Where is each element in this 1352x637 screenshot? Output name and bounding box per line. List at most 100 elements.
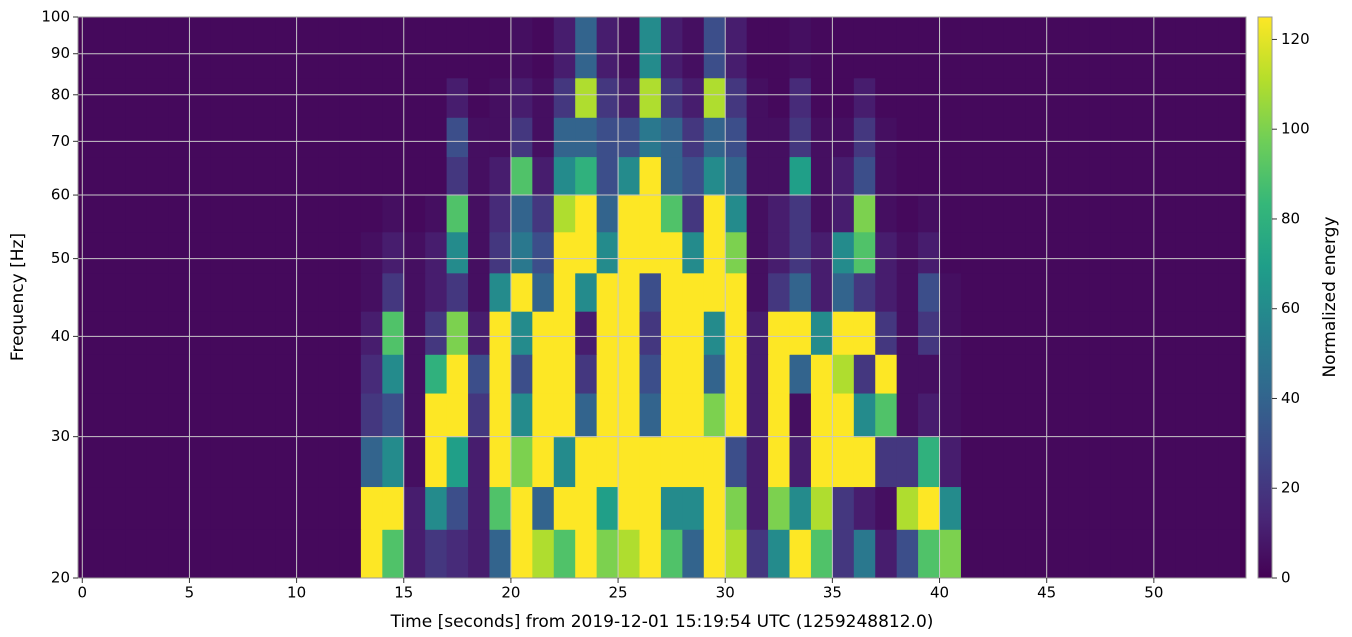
heatmap-cell (596, 436, 619, 488)
heatmap-cell (875, 354, 898, 394)
heatmap-cell (318, 17, 340, 79)
heatmap-cell (682, 117, 705, 158)
colorbar-tick-label: 60 (1281, 299, 1300, 317)
heatmap-cell (1218, 393, 1241, 438)
x-tick-label: 35 (823, 584, 842, 602)
heatmap-cell (296, 77, 319, 118)
heatmap-cell (103, 393, 126, 438)
heatmap-cell (360, 231, 383, 274)
heatmap-cell (210, 195, 233, 233)
heatmap-cell (468, 77, 490, 118)
heatmap-cell (853, 311, 876, 355)
heatmap-cell (1089, 486, 1112, 530)
heatmap-cell (960, 117, 983, 158)
heatmap-cell (768, 156, 791, 196)
heatmap-cell (1110, 393, 1133, 438)
heatmap-cell (810, 77, 833, 118)
heatmap-cell (446, 486, 469, 530)
heatmap-cell (703, 529, 726, 579)
heatmap-cell (168, 311, 190, 355)
heatmap (78, 17, 1246, 579)
heatmap-cell (146, 195, 169, 233)
colorbar-tick-label: 120 (1281, 30, 1310, 48)
heatmap-cell (446, 272, 469, 312)
y-axis-label: Frequency [Hz] (8, 233, 28, 361)
heatmap-cell (832, 195, 855, 233)
heatmap-cell (296, 17, 319, 79)
heatmap-cell (553, 393, 576, 438)
heatmap-cell (168, 486, 190, 530)
heatmap-cell (1175, 77, 1198, 118)
heatmap-cell (296, 529, 319, 579)
heatmap-cell (639, 354, 662, 394)
heatmap-cell (918, 311, 941, 355)
heatmap-cell (360, 486, 383, 530)
heatmap-cell (403, 393, 426, 438)
heatmap-cell (489, 77, 512, 118)
heatmap-cell (403, 486, 426, 530)
heatmap-cell (768, 529, 791, 579)
heatmap-cell (639, 486, 662, 530)
heatmap-cell (596, 272, 619, 312)
heatmap-cell (1175, 156, 1198, 196)
heatmap-cell (746, 231, 769, 274)
heatmap-cell (296, 231, 319, 274)
heatmap-cell (146, 393, 169, 438)
heatmap-cell (639, 272, 662, 312)
heatmap-cell (275, 272, 298, 312)
heatmap-cell (789, 529, 812, 579)
heatmap-cell (1153, 436, 1176, 488)
heatmap-cell (618, 77, 640, 118)
x-tick-label: 5 (185, 584, 195, 602)
heatmap-cell (168, 17, 190, 79)
heatmap-cell (382, 354, 405, 394)
heatmap-cell (575, 436, 598, 488)
heatmap-cell (210, 231, 233, 274)
y-tick-label: 20 (51, 569, 70, 587)
heatmap-cell (725, 272, 748, 312)
heatmap-cell (639, 393, 662, 438)
heatmap-cell (618, 17, 640, 79)
heatmap-cell (1046, 17, 1069, 79)
heatmap-cell (382, 486, 405, 530)
heatmap-cell (918, 354, 941, 394)
colorbar-tick-label: 80 (1281, 209, 1300, 227)
heatmap-cell (703, 393, 726, 438)
heatmap-cell (639, 195, 662, 233)
heatmap-cell (318, 195, 340, 233)
heatmap-cell (896, 17, 919, 79)
heatmap-cell (875, 436, 898, 488)
heatmap-cell (146, 17, 169, 79)
heatmap-cell (768, 354, 791, 394)
heatmap-cell (1218, 272, 1241, 312)
heatmap-cell (810, 354, 833, 394)
heatmap-cell (360, 272, 383, 312)
heatmap-cell (532, 117, 555, 158)
heatmap-cell (618, 156, 640, 196)
heatmap-cell (1110, 77, 1133, 118)
heatmap-cell (1196, 231, 1219, 274)
heatmap-cell (82, 354, 105, 394)
heatmap-cell (232, 311, 255, 355)
heatmap-cell (982, 354, 1005, 394)
colorbar-tick-label: 100 (1281, 120, 1310, 138)
heatmap-cell (1110, 354, 1133, 394)
heatmap-cell (768, 195, 791, 233)
heatmap-cell (1003, 231, 1026, 274)
heatmap-cell (1218, 436, 1241, 488)
heatmap-cell (1003, 354, 1026, 394)
heatmap-cell (318, 486, 340, 530)
heatmap-cell (1196, 156, 1219, 196)
heatmap-cell (1196, 311, 1219, 355)
heatmap-cell (510, 156, 533, 196)
heatmap-cell (403, 529, 426, 579)
heatmap-cell (82, 529, 105, 579)
heatmap-cell (875, 77, 898, 118)
heatmap-cell (896, 354, 919, 394)
heatmap-cell (82, 231, 105, 274)
heatmap-cell (189, 311, 212, 355)
heatmap-cell (146, 77, 169, 118)
heatmap-cell (446, 354, 469, 394)
heatmap-cell (532, 231, 555, 274)
heatmap-cell (618, 231, 640, 274)
